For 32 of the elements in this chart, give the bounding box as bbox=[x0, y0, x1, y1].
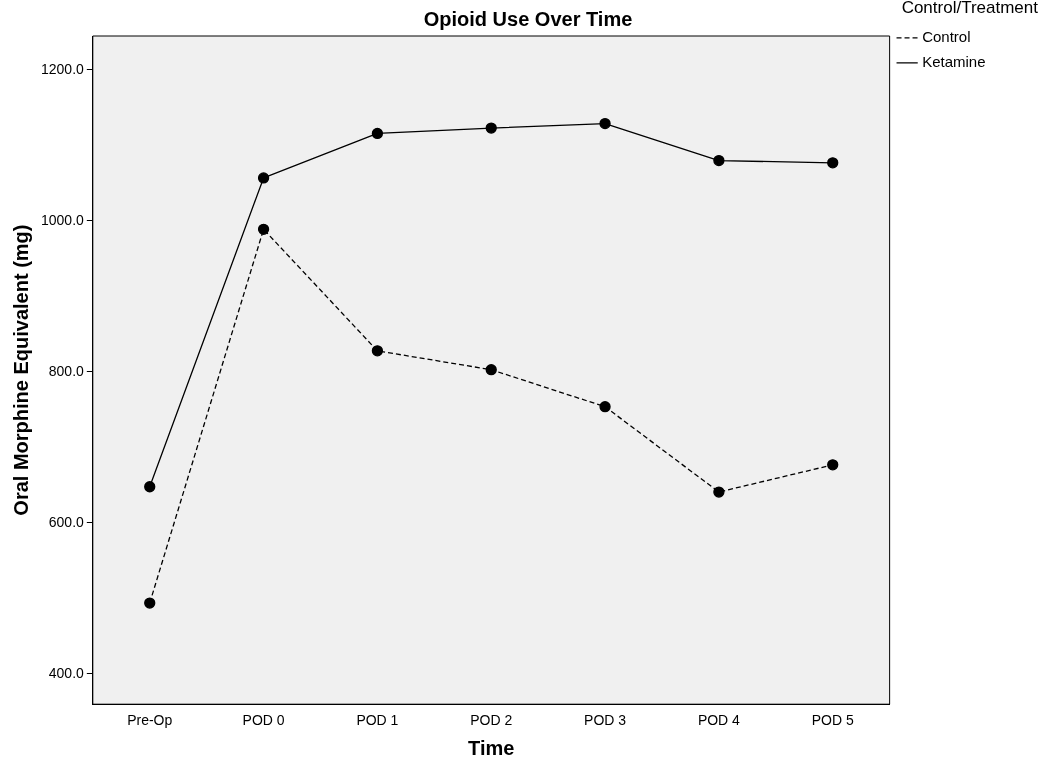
x-tick-label: POD 3 bbox=[584, 712, 627, 729]
x-tick-label: POD 2 bbox=[470, 712, 513, 729]
point bbox=[144, 597, 156, 609]
point bbox=[371, 345, 384, 357]
legend-title: Control/Treatment bbox=[901, 0, 1039, 18]
point bbox=[257, 172, 270, 184]
y-tick-label: 1000.0 bbox=[40, 211, 85, 228]
y-tick-label: 800.0 bbox=[48, 362, 85, 379]
x-tick-label: POD 0 bbox=[242, 712, 285, 729]
y-axis-title: Oral Morphine Equivalent (mg) bbox=[9, 224, 32, 516]
x-tick-label: POD 5 bbox=[811, 712, 854, 729]
point bbox=[827, 459, 839, 471]
x-tick-label: POD 1 bbox=[356, 712, 399, 729]
point bbox=[599, 117, 611, 130]
point bbox=[713, 486, 725, 498]
point bbox=[599, 401, 611, 413]
x-tick-label: POD 4 bbox=[697, 712, 741, 729]
point bbox=[257, 223, 270, 235]
point bbox=[827, 157, 839, 169]
x-axis-title: Time bbox=[468, 736, 515, 759]
point bbox=[485, 364, 497, 376]
y-tick-label: 1200.0 bbox=[40, 60, 85, 77]
legend-label: Control bbox=[922, 28, 971, 46]
point bbox=[485, 122, 497, 134]
point bbox=[713, 154, 725, 167]
x-tick-label: Pre-Op bbox=[127, 712, 173, 729]
point bbox=[371, 127, 384, 140]
chart-title: Opioid Use Over Time bbox=[423, 7, 633, 30]
legend-label: Ketamine bbox=[922, 53, 986, 71]
y-tick-label: 600.0 bbox=[48, 513, 85, 530]
point bbox=[144, 481, 156, 493]
y-tick-label: 400.0 bbox=[48, 664, 85, 681]
